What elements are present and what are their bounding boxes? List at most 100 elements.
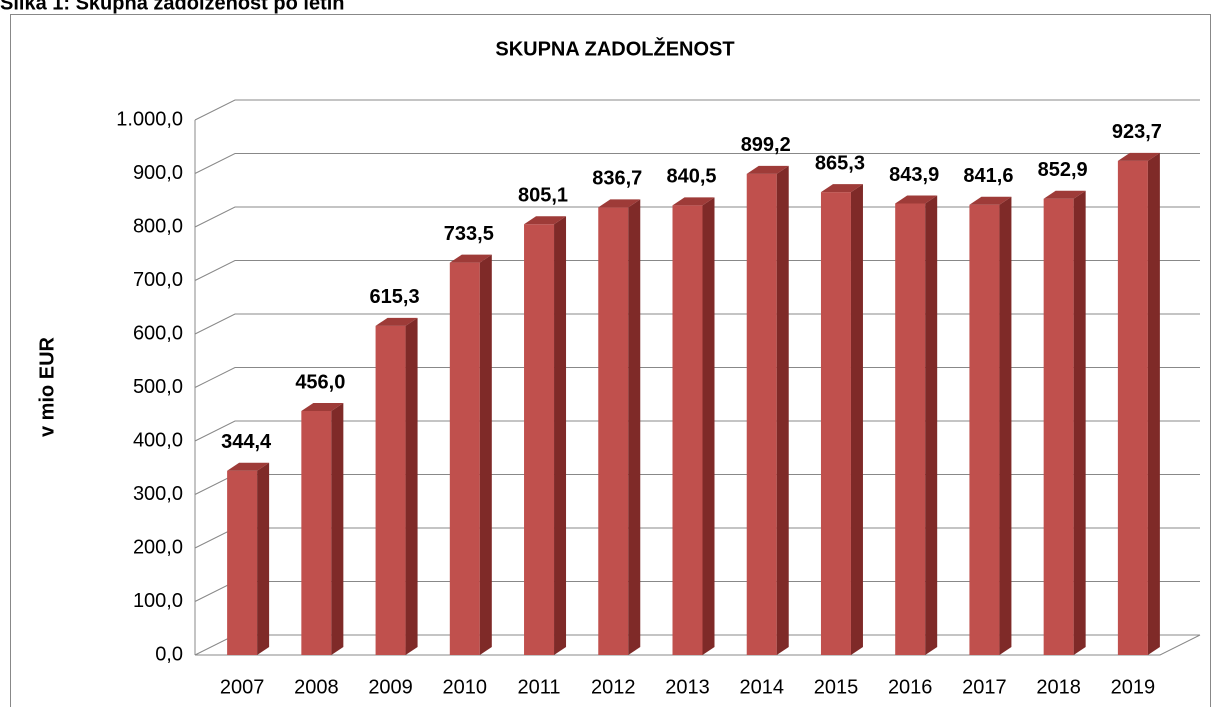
bar-front <box>672 205 703 655</box>
data-label: 865,3 <box>815 152 865 174</box>
x-tick-label: 2013 <box>665 676 710 698</box>
data-label: 899,2 <box>741 134 791 156</box>
bar <box>598 199 641 656</box>
x-tick-label: 2011 <box>518 676 561 698</box>
x-tick-label: 2017 <box>962 676 1007 698</box>
bar-top <box>227 462 270 471</box>
bar-side <box>1147 152 1160 655</box>
grid-line <box>194 99 1200 121</box>
bar <box>1117 152 1160 655</box>
bar-front <box>301 411 332 655</box>
data-label: 841,6 <box>963 165 1013 187</box>
y-tick-label: 200,0 <box>133 536 183 558</box>
bar-top <box>301 403 344 412</box>
bar-front <box>375 325 406 655</box>
y-tick-label: 1.000,0 <box>116 108 183 130</box>
bar-side <box>925 195 938 656</box>
bar-front <box>820 192 851 655</box>
bar-front <box>1043 198 1074 656</box>
bar-front <box>895 203 926 656</box>
y-tick-label: 0,0 <box>155 643 183 665</box>
x-tick-label: 2010 <box>443 676 488 698</box>
bar-side <box>405 317 418 655</box>
bar-top <box>524 216 567 225</box>
x-tick-label: 2008 <box>294 676 339 698</box>
data-label: 836,7 <box>592 168 642 190</box>
bar-side <box>776 165 789 656</box>
y-tick-label: 500,0 <box>133 376 183 398</box>
data-label: 615,3 <box>370 286 420 308</box>
data-label: 733,5 <box>444 223 494 245</box>
bar <box>524 216 567 656</box>
y-tick-label: 300,0 <box>133 483 183 505</box>
x-tick-label: 2009 <box>368 676 413 698</box>
bar-top <box>672 197 715 206</box>
bar-front <box>969 204 1000 655</box>
caption: Slika 1: Skupna zadolženost po letih <box>0 0 345 14</box>
floor-edge <box>195 634 1201 656</box>
bar-top <box>969 196 1012 205</box>
grid-line <box>194 153 1200 174</box>
bar-side <box>479 254 492 655</box>
bar-top <box>746 165 789 174</box>
bar <box>301 403 344 655</box>
y-tick-label: 900,0 <box>133 162 183 184</box>
bar-front <box>598 207 629 656</box>
y-tick-label: 100,0 <box>133 590 183 612</box>
bar <box>449 254 492 655</box>
bar-front <box>746 173 777 656</box>
y-axis-label: v mio EUR <box>36 336 58 437</box>
data-label: 852,9 <box>1038 159 1088 181</box>
grid-line <box>194 420 1200 442</box>
data-label: 923,7 <box>1112 121 1162 143</box>
bar <box>1043 190 1086 656</box>
x-tick-label: 2007 <box>220 676 265 698</box>
bar <box>746 165 789 656</box>
x-tick-label: 2018 <box>1036 676 1081 698</box>
bar-top <box>375 317 418 326</box>
bar-side <box>554 216 567 656</box>
bar-front <box>449 262 480 655</box>
data-label: 456,0 <box>295 371 345 393</box>
bar-side <box>702 197 715 655</box>
y-tick-label: 400,0 <box>133 429 183 451</box>
bar-top <box>449 254 492 263</box>
bar-side <box>1073 190 1086 656</box>
bar-side <box>999 196 1012 655</box>
bar <box>969 196 1012 655</box>
bar-front <box>524 224 555 656</box>
y-tick-label: 800,0 <box>133 215 183 237</box>
y-tick-label: 700,0 <box>133 269 183 291</box>
y-tick-label: 600,0 <box>133 322 183 344</box>
bar-side <box>257 462 270 655</box>
bar <box>227 462 270 655</box>
bar-front <box>227 470 258 655</box>
x-tick-label: 2015 <box>814 676 859 698</box>
x-tick-label: 2012 <box>591 676 636 698</box>
grid-line <box>194 260 1200 281</box>
bar-top <box>1043 190 1086 199</box>
grid-line <box>194 313 1200 335</box>
bar <box>820 184 863 655</box>
bar <box>375 317 418 655</box>
data-label: 344,4 <box>221 431 272 453</box>
bar-top <box>598 199 641 208</box>
x-tick-label: 2014 <box>739 676 784 698</box>
grid-line <box>194 206 1200 228</box>
bar-side <box>628 199 641 656</box>
chart-title: SKUPNA ZADOLŽENOST <box>495 36 734 60</box>
bar-side <box>331 403 344 655</box>
bar-top <box>895 195 938 204</box>
x-tick-label: 2016 <box>888 676 933 698</box>
bar <box>672 197 715 655</box>
bar-top <box>1117 152 1160 161</box>
bar-top <box>820 184 863 193</box>
data-label: 843,9 <box>889 164 939 186</box>
grid-line <box>194 367 1200 388</box>
data-label: 805,1 <box>518 185 568 207</box>
bar <box>895 195 938 656</box>
bar-front <box>1117 160 1148 655</box>
x-tick-label: 2019 <box>1111 676 1156 698</box>
bar-side <box>850 184 863 655</box>
